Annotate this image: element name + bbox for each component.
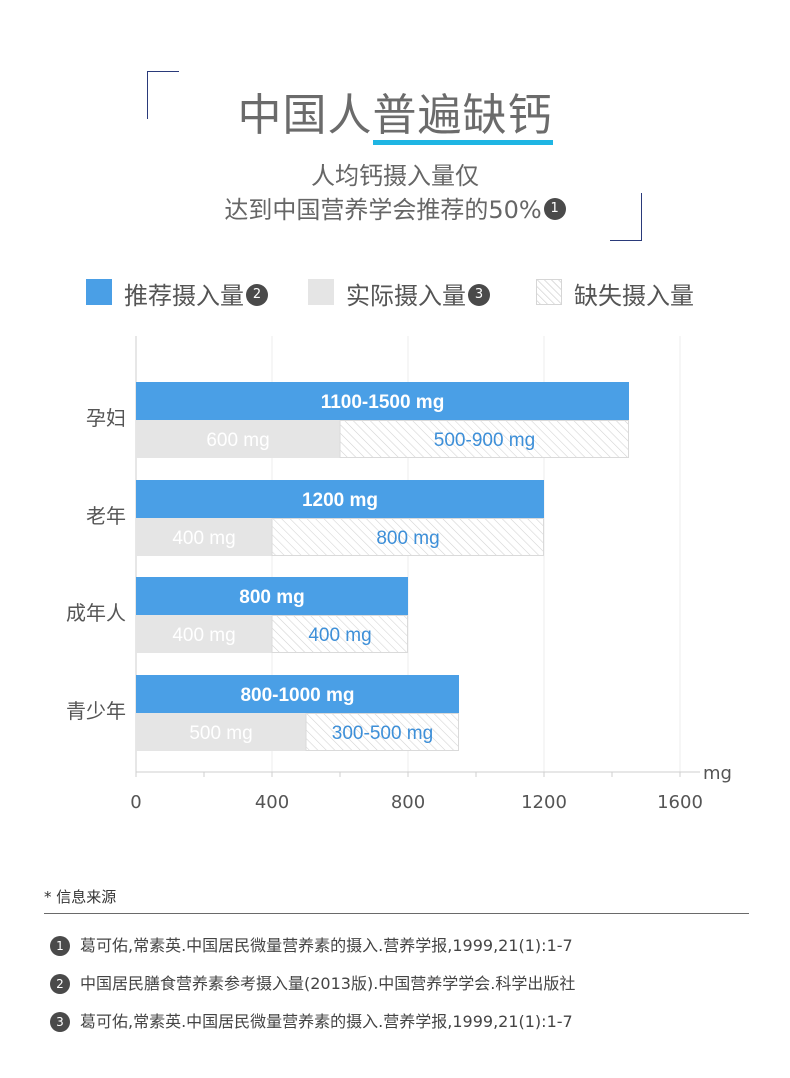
x-tick-label: 1600 — [657, 792, 703, 813]
category-label: 青少年 — [66, 699, 126, 723]
sources-divider — [44, 913, 749, 914]
corner-frame-bottom-right — [610, 193, 642, 241]
bar-label-recommended: 1200 mg — [302, 490, 378, 511]
subtitle-line-2: 达到中国营养学会推荐的50% 1 — [0, 190, 790, 225]
legend-label-missing: 缺失摄入量 — [574, 282, 694, 310]
legend-swatch-missing — [536, 279, 562, 305]
bar-recommended — [136, 382, 629, 420]
sources-heading: * 信息来源 — [44, 888, 117, 906]
legend: 推荐摄入量 2 实际摄入量 3 缺失摄入量 — [86, 274, 766, 310]
category-label: 孕妇 — [86, 406, 126, 430]
title-plain: 中国人 — [237, 90, 373, 141]
source-item-1: 1 葛可佑,常素英.中国居民微量营养素的摄入.营养学报,1999,21(1):1-… — [50, 932, 573, 956]
bar-label-missing: 300-500 mg — [332, 723, 433, 744]
bar-missing — [305, 713, 459, 751]
category-label: 老年 — [86, 504, 126, 528]
category-label: 成年人 — [66, 601, 126, 625]
bar-chart: 0 400 800 1200 1600 mg 孕妇 1100-1500 mg 600 mg 500… — [66, 336, 732, 813]
bar-label-recommended: 800-1000 mg — [240, 685, 354, 706]
bar-actual — [136, 518, 272, 556]
legend-ref-recommended: 2 — [246, 284, 268, 306]
x-tick-label: 800 — [391, 792, 425, 813]
subtitle-line-1: 人均钙摄入量仅 — [311, 162, 479, 190]
bar-missing — [339, 420, 629, 458]
bar-label-recommended: 1100-1500 mg — [321, 392, 445, 413]
source-text-1: 葛可佑,常素英.中国居民微量营养素的摄入.营养学报,1999,21(1):1-7 — [80, 936, 573, 955]
corner-frame-top-left — [147, 71, 179, 119]
x-tick-label: 1200 — [521, 792, 567, 813]
legend-label-actual: 实际摄入量 3 — [346, 276, 490, 311]
bar-actual — [136, 420, 340, 458]
source-item-2: 2 中国居民膳食营养素参考摄入量(2013版).中国营养学学会.科学出版社 — [50, 970, 575, 994]
bar-missing — [271, 615, 408, 653]
x-tick-label: 400 — [255, 792, 289, 813]
x-tick-label: 0 — [130, 792, 141, 813]
source-number-2: 2 — [50, 974, 70, 994]
bar-recommended — [136, 577, 408, 615]
legend-swatch-recommended — [86, 279, 112, 305]
legend-label-recommended: 推荐摄入量 2 — [124, 276, 268, 311]
reference-badge: 1 — [543, 198, 566, 220]
legend-text-actual: 实际摄入量 — [346, 282, 466, 310]
bar-label-actual: 600 mg — [206, 430, 269, 451]
bar-recommended — [136, 675, 459, 713]
bar-label-actual: 400 mg — [172, 625, 235, 646]
title-highlight: 普遍缺钙 — [372, 92, 553, 145]
bar-missing — [271, 518, 544, 556]
bar-label-actual: 500 mg — [189, 723, 252, 744]
bar-label-missing: 800 mg — [376, 528, 439, 549]
bar-label-missing: 500-900 mg — [434, 430, 535, 451]
bar-actual — [136, 713, 306, 751]
legend-text-recommended: 推荐摄入量 — [124, 282, 244, 310]
source-number-3: 3 — [50, 1012, 70, 1032]
source-number-1: 1 — [50, 936, 70, 956]
legend-swatch-actual — [308, 279, 334, 305]
page-title: 中国人普遍缺钙 — [0, 88, 790, 145]
bar-label-actual: 400 mg — [172, 528, 235, 549]
subtitle-line-2-text: 达到中国营养学会推荐的50% — [224, 196, 542, 224]
bar-label-recommended: 800 mg — [239, 587, 304, 608]
source-item-3: 3 葛可佑,常素英.中国居民微量营养素的摄入.营养学报,1999,21(1):1-… — [50, 1008, 573, 1032]
source-text-3: 葛可佑,常素英.中国居民微量营养素的摄入.营养学报,1999,21(1):1-7 — [80, 1012, 573, 1031]
x-axis-unit: mg — [703, 763, 732, 784]
bar-label-missing: 400 mg — [308, 625, 371, 646]
bar-actual — [136, 615, 272, 653]
bar-recommended — [136, 480, 544, 518]
source-text-2: 中国居民膳食营养素参考摄入量(2013版).中国营养学学会.科学出版社 — [80, 974, 576, 993]
legend-ref-actual: 3 — [468, 284, 490, 306]
